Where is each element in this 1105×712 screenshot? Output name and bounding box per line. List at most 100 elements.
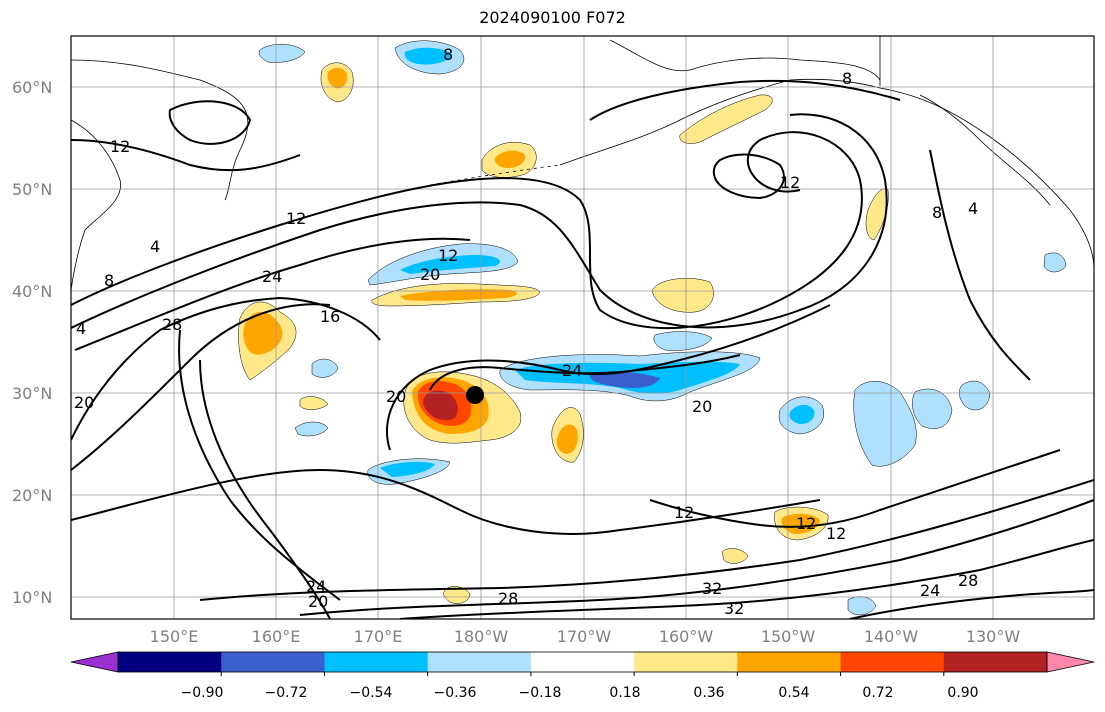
contour-label-23: 32: [702, 579, 722, 598]
colorbar-tick-9: 0.72: [862, 685, 893, 701]
cool-blob-west-1: [311, 358, 339, 378]
contour-label-19: 20: [386, 387, 406, 406]
contour-label-4: 8: [842, 69, 852, 88]
contour-8-north: [589, 79, 901, 121]
cool-blob-west-2: [294, 421, 329, 437]
cool-band-42n-core: [400, 255, 500, 274]
lon-label-150w: 150°W: [761, 627, 816, 646]
colorbar-segment: [221, 652, 325, 672]
colorbar-segment: [530, 652, 635, 672]
cool-blob-east-1-core: [789, 404, 815, 424]
warm-blob-alaska: [679, 94, 773, 144]
contour-label-10: 12: [438, 246, 458, 265]
contour-labels: 8 12 12 8 8 4 4 8 4 12 24 16 28 20 12 20…: [74, 45, 978, 618]
colorbar-segment: [634, 652, 738, 672]
contour-label-1: 8: [443, 45, 453, 64]
contour-label-27: 12: [674, 503, 694, 522]
warm-blob-west-core: [243, 311, 283, 355]
contour-south-32b: [299, 499, 1094, 616]
lat-label-20n: 20°N: [12, 486, 52, 505]
contour-wave-south: [71, 468, 821, 535]
lon-label-160w: 160°W: [659, 627, 714, 646]
latitude-labels: 60°N 50°N 40°N 30°N 20°N 10°N: [12, 78, 52, 607]
contour-south-32a: [199, 479, 1094, 601]
contour-label-13: 28: [162, 315, 182, 334]
coastline-aleutians: [429, 164, 561, 186]
colorbar-tick-1: −0.90: [181, 685, 224, 701]
contour-label-14: 20: [420, 265, 440, 284]
lon-label-140w: 140°W: [864, 627, 919, 646]
contour-loop-west: [178, 329, 341, 601]
cool-band-30n-core: [589, 371, 660, 388]
contours: [71, 79, 1094, 619]
warm-blob-storm-peak: [423, 390, 458, 421]
contour-label-20: 24: [306, 577, 326, 596]
cool-blob-coast: [1043, 252, 1067, 273]
gridlines: [71, 36, 1094, 619]
lat-label-40n: 40°N: [12, 282, 52, 301]
cool-blob-east-2: [853, 381, 917, 467]
warm-blob-small-3: [299, 396, 329, 410]
contour-label-7: 4: [150, 237, 160, 256]
lon-label-150e: 150°E: [150, 627, 199, 646]
cool-blob-northwest: [259, 44, 306, 63]
warm-blob-50n-core: [494, 150, 526, 168]
lon-label-130w: 130°W: [966, 627, 1021, 646]
colorbar-segment: [737, 652, 842, 672]
contour-label-17: 24: [562, 361, 582, 380]
warm-blob-south-b-core: [781, 513, 820, 534]
contour-gyre-20: [71, 296, 381, 441]
lon-label-170e: 170°E: [354, 627, 403, 646]
warm-blob-south-a-core: [556, 424, 578, 454]
colorbar-extend-high: [1046, 651, 1095, 673]
lat-label-50n: 50°N: [12, 180, 52, 199]
coastlines: [71, 36, 1094, 291]
coastline-bc: [919, 94, 1051, 206]
contour-label-9: 4: [76, 319, 86, 338]
colorbar-tick-10: 0.90: [947, 685, 978, 701]
warm-blob-northwest-core: [327, 67, 348, 89]
cool-blob-east-3: [912, 388, 953, 429]
colorbar: [70, 651, 1095, 676]
contour-label-6: 4: [968, 199, 978, 218]
colorbar-tick-4: −0.36: [434, 685, 477, 701]
coastline-kamchatka: [71, 119, 122, 291]
contour-gyre-24: [71, 303, 331, 471]
warm-band-40n-core: [400, 289, 517, 301]
colorbar-tick-7: 0.36: [693, 685, 724, 701]
coastline-alaska-south: [559, 78, 1094, 271]
colorbar-tick-3: −0.54: [350, 685, 393, 701]
contour-label-12: 16: [320, 307, 340, 326]
contour-jet-3: [74, 237, 471, 351]
contour-label-11: 24: [262, 267, 282, 286]
colorbar-segment: [118, 652, 222, 672]
contour-8-ne-loop: [168, 100, 252, 145]
contour-label-16: 20: [74, 393, 94, 412]
coastline-alaska-north: [609, 39, 881, 81]
contour-12-east: [649, 449, 1061, 528]
contour-label-8: 8: [104, 271, 114, 290]
lat-label-10n: 10°N: [12, 588, 52, 607]
colorbar-segment: [324, 652, 429, 672]
contour-label-5: 8: [932, 203, 942, 222]
map-plot-area: 8 12 12 8 8 4 4 8 4 12 24 16 28 20 12 20…: [71, 36, 1094, 619]
colorbar-segment: [427, 652, 532, 672]
contour-label-22: 28: [498, 589, 518, 608]
cool-blob-20n-core: [380, 461, 435, 477]
contour-label-25: 24: [920, 581, 940, 600]
colorbar-border: [117, 651, 1048, 673]
map-frame: [70, 35, 1095, 620]
contour-loop-west-2: [199, 359, 331, 619]
contour-label-3: 12: [780, 173, 800, 192]
lon-label-180w: 180°W: [454, 627, 509, 646]
lon-label-160e: 160°E: [252, 627, 301, 646]
colorbar-tick-6: 0.18: [609, 685, 640, 701]
contour-12-north: [71, 139, 301, 172]
contour-south-28: [399, 539, 1094, 619]
lat-label-60n: 60°N: [12, 78, 52, 97]
map-background: [71, 36, 1094, 619]
colorbar-tick-5: −0.18: [519, 685, 562, 701]
colorbar-tick-labels: −0.90 −0.72 −0.54 −0.36 −0.18 0.18 0.36 …: [181, 685, 979, 701]
colorbar-tick-2: −0.72: [265, 685, 308, 701]
contour-label-24: 32: [724, 599, 744, 618]
